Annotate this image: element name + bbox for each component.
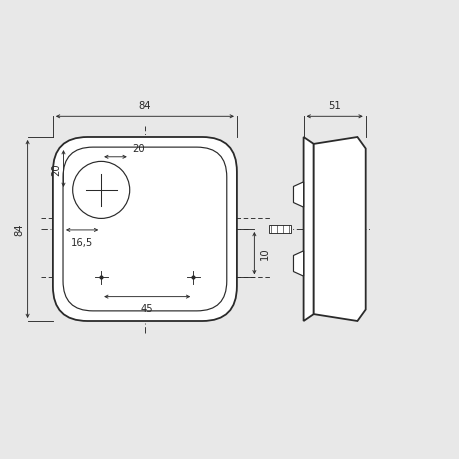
- Text: 20: 20: [132, 144, 144, 154]
- Polygon shape: [293, 252, 303, 276]
- FancyBboxPatch shape: [53, 138, 236, 321]
- Polygon shape: [293, 183, 303, 207]
- Text: 16,5: 16,5: [71, 237, 93, 247]
- Text: 10: 10: [259, 247, 269, 260]
- Text: 51: 51: [328, 101, 340, 111]
- Text: 20: 20: [51, 163, 61, 175]
- Bar: [269, 226, 291, 233]
- Polygon shape: [303, 138, 313, 321]
- Text: 84: 84: [14, 223, 24, 236]
- Text: 45: 45: [140, 303, 153, 313]
- Polygon shape: [313, 138, 365, 321]
- Text: 84: 84: [138, 101, 151, 111]
